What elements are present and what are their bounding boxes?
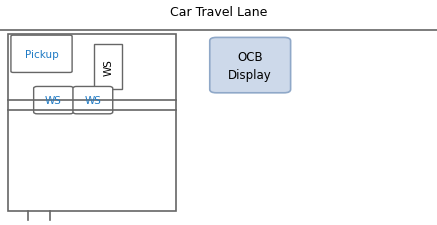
Text: WS: WS	[45, 96, 62, 106]
FancyBboxPatch shape	[34, 87, 73, 114]
FancyBboxPatch shape	[73, 87, 113, 114]
Text: Car Travel Lane: Car Travel Lane	[170, 6, 267, 19]
Text: OCB
Display: OCB Display	[228, 50, 272, 81]
FancyBboxPatch shape	[11, 36, 72, 73]
Bar	[8, 35, 176, 211]
Text: WS: WS	[103, 59, 113, 76]
Text: Pickup: Pickup	[24, 50, 59, 60]
Polygon shape	[94, 45, 122, 90]
Text: WS: WS	[84, 96, 101, 106]
FancyBboxPatch shape	[210, 38, 291, 93]
